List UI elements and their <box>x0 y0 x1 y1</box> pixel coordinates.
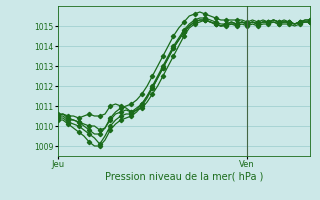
X-axis label: Pression niveau de la mer( hPa ): Pression niveau de la mer( hPa ) <box>105 172 263 182</box>
